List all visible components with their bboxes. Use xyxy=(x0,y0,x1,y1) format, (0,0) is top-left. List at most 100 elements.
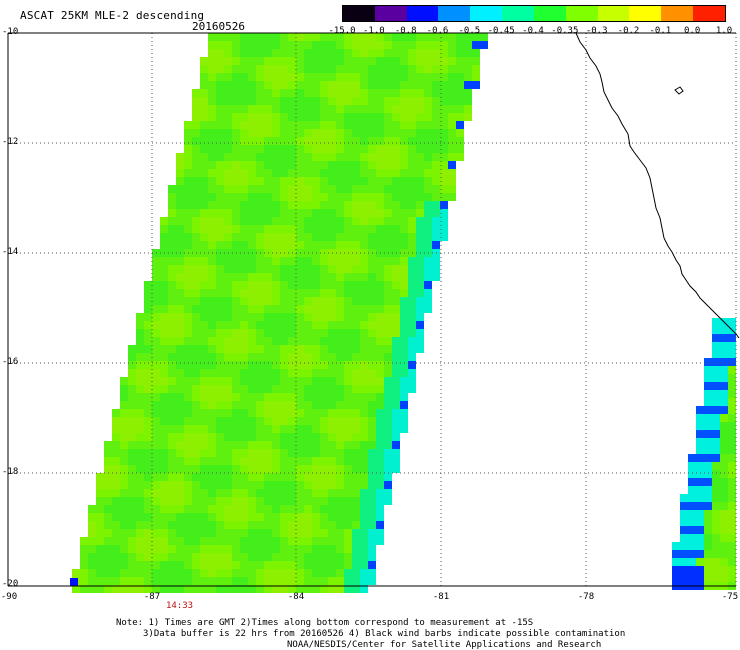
swath-cell xyxy=(152,513,160,521)
swath-cell xyxy=(336,73,344,81)
swath-cell xyxy=(392,369,400,377)
swath-cell xyxy=(368,225,376,233)
swath-cell xyxy=(296,409,304,417)
swath-cell xyxy=(344,505,352,513)
swath-cell xyxy=(224,241,232,249)
swath-cell xyxy=(400,57,408,65)
swath-cell xyxy=(680,542,688,550)
swath-cell xyxy=(192,153,200,161)
swath-cell xyxy=(176,361,184,369)
swath-cell xyxy=(280,113,288,121)
swath-cell xyxy=(216,121,224,129)
swath-cell xyxy=(240,417,248,425)
swath-cell xyxy=(704,454,712,462)
swath-cell xyxy=(208,57,216,65)
swath-cell xyxy=(96,545,104,553)
swath-cell xyxy=(368,329,376,337)
swath-cell xyxy=(192,225,200,233)
swath-cell xyxy=(192,529,200,537)
swath-cell xyxy=(416,97,424,105)
swath-cell xyxy=(208,545,216,553)
swath-cell xyxy=(216,81,224,89)
swath-cell xyxy=(440,169,448,177)
swath-cell xyxy=(376,529,384,537)
swath-cell xyxy=(312,401,320,409)
swath-cell xyxy=(352,401,360,409)
swath-cell xyxy=(312,497,320,505)
swath-cell xyxy=(712,470,720,478)
swath-cell xyxy=(136,377,144,385)
swath-cell xyxy=(432,145,440,153)
swath-cell xyxy=(272,73,280,81)
swath-cell xyxy=(208,105,216,113)
swath-cell xyxy=(264,337,272,345)
swath-cell xyxy=(312,241,320,249)
swath-cell xyxy=(272,297,280,305)
swath-cell xyxy=(680,534,688,542)
swath-cell xyxy=(168,241,176,249)
swath-cell xyxy=(168,337,176,345)
swath-cell xyxy=(216,481,224,489)
swath-cell xyxy=(176,465,184,473)
swath-cell xyxy=(344,369,352,377)
swath-cell xyxy=(224,273,232,281)
swath-cell xyxy=(216,97,224,105)
swath-cell xyxy=(384,425,392,433)
swath-cell xyxy=(320,457,328,465)
swath-cell xyxy=(352,169,360,177)
swath-cell xyxy=(232,545,240,553)
swath-cell xyxy=(368,337,376,345)
swath-cell xyxy=(192,409,200,417)
swath-cell xyxy=(128,457,136,465)
swath-cell xyxy=(176,297,184,305)
swath-cell xyxy=(408,369,416,377)
swath-cell xyxy=(232,473,240,481)
note-line-3: NOAA/NESDIS/Center for Satellite Applica… xyxy=(287,640,602,650)
swath-cell xyxy=(416,273,424,281)
swath-cell xyxy=(248,337,256,345)
swath-cell xyxy=(432,153,440,161)
swath-cell xyxy=(344,465,352,473)
swath-cell xyxy=(232,489,240,497)
swath-cell xyxy=(264,97,272,105)
swath-cell xyxy=(136,321,144,329)
swath-cell xyxy=(152,337,160,345)
swath-cell xyxy=(168,417,176,425)
swath-cell xyxy=(352,337,360,345)
swath-cell xyxy=(208,169,216,177)
swath-cell xyxy=(304,393,312,401)
swath-cell xyxy=(320,89,328,97)
swath-cell xyxy=(232,537,240,545)
swath-cell xyxy=(128,497,136,505)
swath-cell xyxy=(360,345,368,353)
swath-cell xyxy=(152,377,160,385)
swath-cell xyxy=(288,209,296,217)
swath-cell xyxy=(384,81,392,89)
swath-cell xyxy=(728,510,736,518)
swath-cell xyxy=(328,417,336,425)
swath-cell xyxy=(232,105,240,113)
swath-cell xyxy=(352,177,360,185)
swath-cell xyxy=(272,513,280,521)
swath-cell xyxy=(728,350,736,358)
swath-cell xyxy=(240,497,248,505)
swath-cell xyxy=(224,81,232,89)
swath-cell xyxy=(232,481,240,489)
colorbar xyxy=(342,5,726,22)
swath-cell xyxy=(424,297,432,305)
swath-cell xyxy=(352,241,360,249)
swath-cell xyxy=(272,177,280,185)
swath-cell xyxy=(120,561,128,569)
swath-cell xyxy=(368,457,376,465)
swath-cell xyxy=(728,486,736,494)
swath-cell xyxy=(168,209,176,217)
colorbar-label: -0.8 xyxy=(394,26,417,36)
swath-cell xyxy=(688,534,696,542)
swath-cell xyxy=(264,313,272,321)
swath-cell xyxy=(320,545,328,553)
swath-cell xyxy=(184,481,192,489)
swath-cell xyxy=(352,345,360,353)
swath-cell xyxy=(168,193,176,201)
swath-cell xyxy=(224,553,232,561)
swath-cell xyxy=(248,273,256,281)
